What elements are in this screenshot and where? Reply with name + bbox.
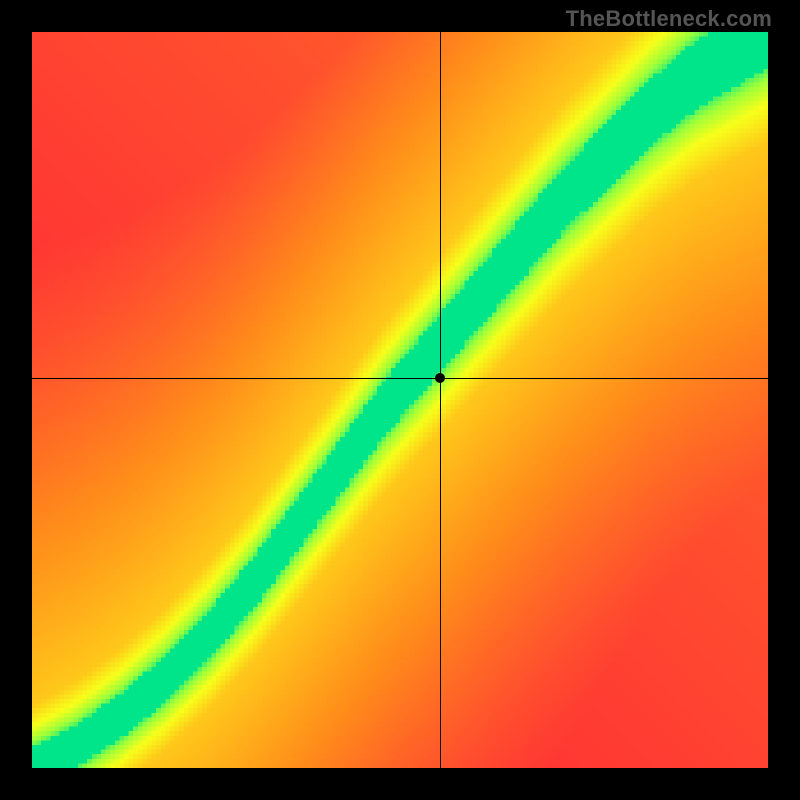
crosshair-horizontal	[32, 378, 768, 379]
selection-marker	[435, 373, 445, 383]
heatmap-canvas	[32, 32, 768, 768]
plot-area	[32, 32, 768, 768]
crosshair-vertical	[440, 32, 441, 768]
watermark-text: TheBottleneck.com	[566, 6, 772, 32]
